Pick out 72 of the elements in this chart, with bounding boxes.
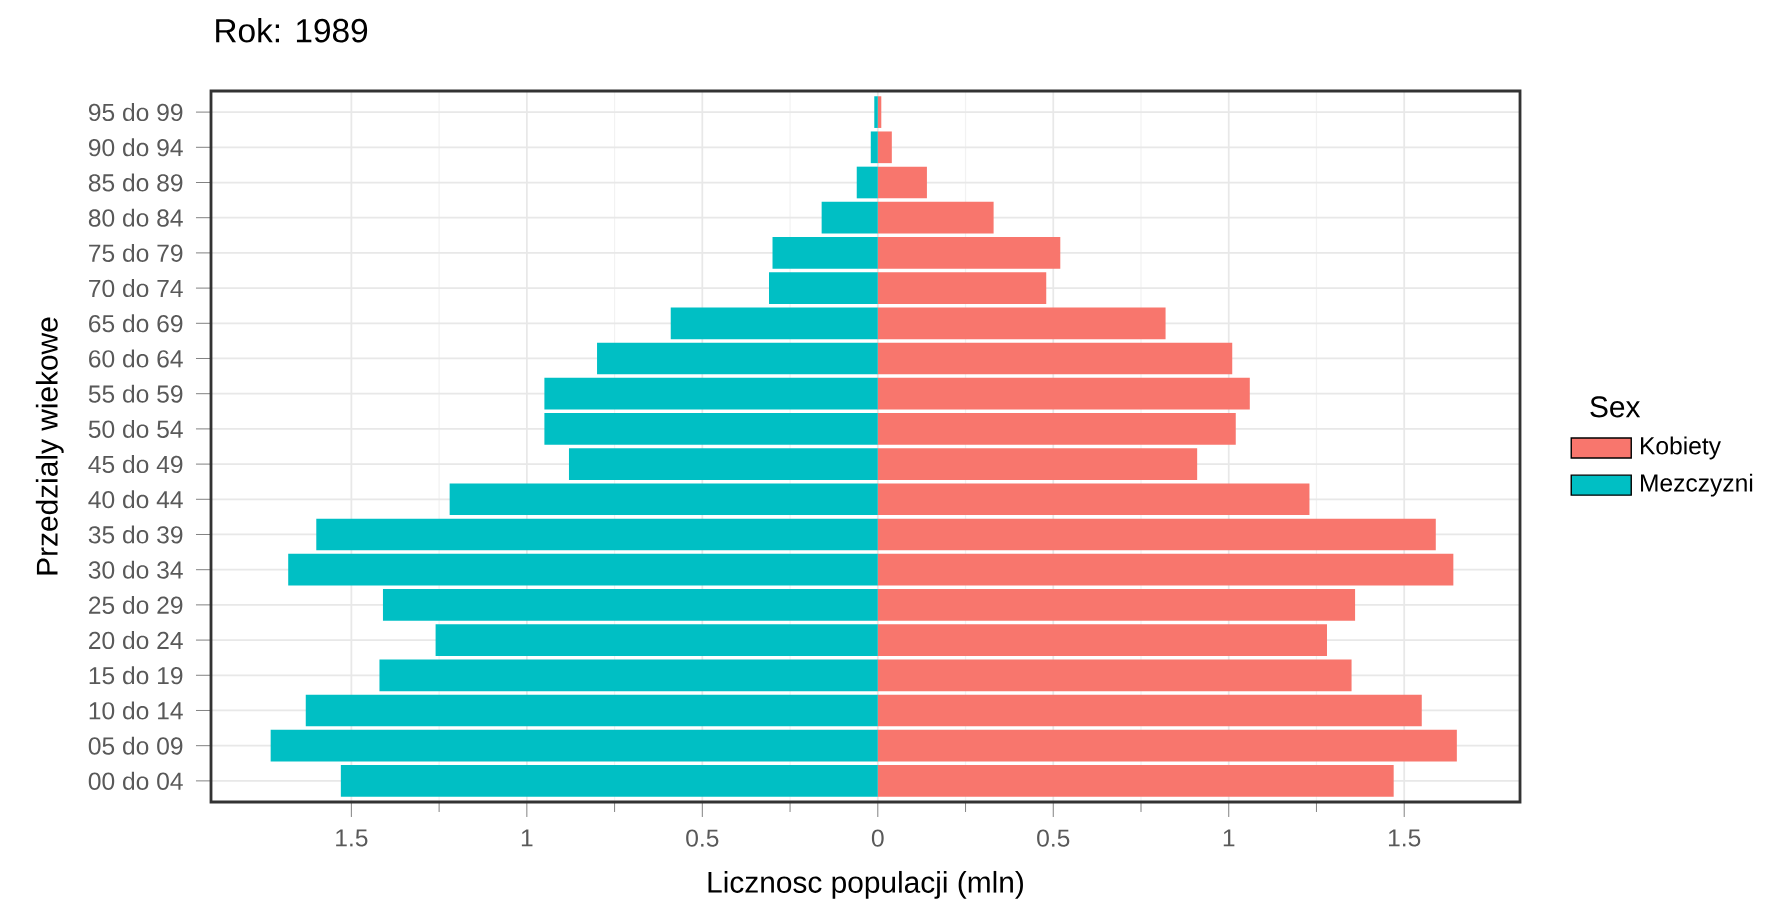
y-tick-label: 30 do 34 xyxy=(88,560,183,579)
bar xyxy=(877,166,927,199)
bar xyxy=(877,694,1422,727)
bar xyxy=(877,483,1310,516)
bar xyxy=(544,377,878,410)
y-tick-label: 95 do 99 xyxy=(88,103,183,122)
bar xyxy=(877,342,1233,375)
bar xyxy=(449,483,878,516)
bar xyxy=(877,624,1327,656)
y-tick-label: 20 do 24 xyxy=(89,631,183,650)
x-tick-label: 1 xyxy=(521,829,533,847)
bar xyxy=(877,659,1352,692)
bar xyxy=(670,307,878,340)
bar xyxy=(382,589,878,621)
x-tick-label: 0.5 xyxy=(1037,829,1070,847)
bar xyxy=(270,729,878,762)
bar xyxy=(821,201,878,234)
bar xyxy=(877,272,1047,304)
y-tick-label: 55 do 59 xyxy=(88,384,183,403)
y-tick-label: 50 do 54 xyxy=(88,419,183,438)
x-axis-title: Licznosc populacji (mln) xyxy=(708,870,1023,899)
bar xyxy=(340,765,878,797)
bar xyxy=(877,553,1454,586)
x-tick-label: 0 xyxy=(871,829,884,847)
chart-title: Rok: 1989 xyxy=(216,17,368,43)
y-tick-label: 05 do 09 xyxy=(88,736,183,755)
legend-label: Kobiety xyxy=(1641,436,1721,460)
bar xyxy=(877,518,1436,551)
bar xyxy=(877,377,1250,410)
x-tick-label: 1 xyxy=(1223,829,1235,847)
y-axis-title: Przedzialy wiekowe xyxy=(35,317,64,575)
y-tick-label: 60 do 64 xyxy=(89,349,183,368)
y-tick-label: 40 do 44 xyxy=(88,490,183,509)
y-tick-label: 85 do 89 xyxy=(88,173,183,192)
bar xyxy=(877,448,1198,480)
bar xyxy=(316,518,878,551)
x-tick-label: 0.5 xyxy=(686,829,719,847)
bar xyxy=(877,201,994,234)
bar xyxy=(288,553,878,586)
y-tick-label: 00 do 04 xyxy=(88,771,183,790)
bar xyxy=(772,237,878,269)
bar xyxy=(597,342,878,375)
legend-title: Sex xyxy=(1590,396,1641,418)
bar xyxy=(379,659,878,692)
bar xyxy=(568,448,878,480)
y-tick-label: 90 do 94 xyxy=(88,138,183,157)
x-tick-label: 1.5 xyxy=(336,829,368,847)
bar xyxy=(877,589,1356,621)
y-tick-label: 25 do 29 xyxy=(89,595,183,614)
bar xyxy=(877,307,1166,340)
bar xyxy=(435,624,878,656)
y-tick-label: 45 do 49 xyxy=(88,455,183,474)
y-tick-label: 80 do 84 xyxy=(88,208,183,227)
bar xyxy=(877,131,892,164)
x-tick-label: 1.5 xyxy=(1388,829,1421,847)
legend-label: Mezczyzni xyxy=(1641,473,1753,497)
y-tick-label: 65 do 69 xyxy=(89,314,183,333)
bar xyxy=(877,237,1061,269)
y-tick-label: 70 do 74 xyxy=(89,279,183,298)
bar xyxy=(877,729,1457,762)
bar xyxy=(874,96,878,128)
bar xyxy=(769,272,878,304)
bar xyxy=(544,413,878,445)
bar xyxy=(305,694,878,727)
y-tick-label: 35 do 39 xyxy=(88,525,183,544)
bar xyxy=(870,131,878,164)
bar xyxy=(877,413,1236,445)
bar xyxy=(877,765,1394,797)
y-tick-label: 15 do 19 xyxy=(89,666,183,685)
y-tick-label: 10 do 14 xyxy=(89,701,183,720)
bar xyxy=(856,166,878,199)
y-tick-label: 75 do 79 xyxy=(89,243,183,262)
